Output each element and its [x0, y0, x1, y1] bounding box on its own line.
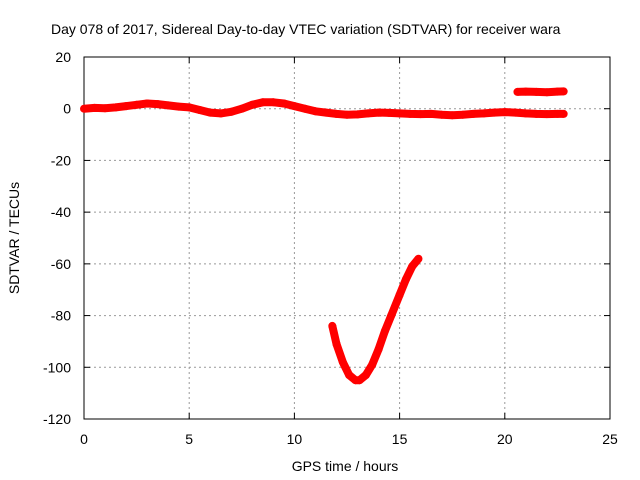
- data-point: [559, 109, 568, 118]
- data-point: [408, 262, 417, 271]
- data-point: [174, 102, 183, 111]
- data-point: [343, 110, 351, 119]
- data-point: [406, 109, 415, 118]
- data-point: [311, 107, 320, 116]
- data-point: [248, 100, 257, 109]
- data-point: [521, 87, 530, 96]
- data-point: [368, 360, 377, 369]
- tick-marks: [83, 56, 611, 420]
- data-point: [542, 110, 551, 119]
- data-point: [300, 104, 309, 113]
- data-point: [227, 107, 236, 116]
- y-tick-label: -60: [51, 256, 71, 272]
- data-point: [269, 98, 278, 107]
- y-tick-label: -40: [51, 204, 71, 220]
- data-point: [448, 111, 457, 120]
- data-point: [559, 87, 568, 96]
- data-point: [153, 100, 162, 109]
- x-axis-label: GPS time / hours: [292, 458, 399, 474]
- data-point: [195, 106, 204, 114]
- data-point: [143, 99, 152, 108]
- data-point: [511, 108, 520, 117]
- data-point: [258, 98, 267, 107]
- data-point: [279, 99, 288, 108]
- data-point: [101, 104, 109, 113]
- y-tick-label: -120: [43, 411, 71, 427]
- data-point: [164, 101, 173, 110]
- data-point: [353, 110, 362, 119]
- data-point: [500, 108, 509, 117]
- series-group: [80, 87, 568, 385]
- data-point: [374, 108, 383, 117]
- data-point: [532, 109, 541, 118]
- data-point: [469, 109, 478, 118]
- data-point: [90, 103, 99, 112]
- data-point: [437, 110, 446, 119]
- plot-frame: [83, 56, 611, 420]
- data-point: [216, 109, 225, 118]
- data-point: [401, 275, 410, 284]
- data-point: [479, 109, 488, 118]
- data-point: [206, 108, 215, 117]
- data-point: [380, 327, 389, 336]
- x-tick-label: 10: [287, 431, 303, 447]
- data-point: [322, 108, 330, 117]
- data-point: [532, 87, 541, 96]
- x-tick-labels: 0 5 10 15 20 25: [80, 431, 618, 447]
- data-point: [542, 88, 551, 97]
- y-tick-label: 0: [63, 101, 71, 117]
- y-axis-label: SDTVAR / TECUs: [6, 182, 22, 294]
- data-point: [427, 109, 436, 118]
- data-point: [374, 345, 383, 354]
- data-point: [361, 371, 370, 379]
- data-point: [513, 87, 522, 96]
- data-point: [414, 254, 423, 263]
- y-tick-labels: -120 -100 -80 -60 -40 -20 0 20: [43, 49, 71, 427]
- data-point: [237, 104, 246, 113]
- data-point: [332, 340, 341, 348]
- y-tick-label: -80: [51, 308, 71, 324]
- x-tick-label: 15: [392, 431, 408, 447]
- x-tick-label: 20: [497, 431, 513, 447]
- data-point: [553, 109, 562, 118]
- data-point: [185, 103, 194, 112]
- data-point: [553, 87, 562, 96]
- x-tick-label: 0: [80, 431, 88, 447]
- data-point: [132, 100, 141, 109]
- data-point: [122, 102, 131, 111]
- data-point: [364, 109, 372, 118]
- data-point: [395, 109, 404, 118]
- y-tick-label: -100: [43, 359, 71, 375]
- data-point: [458, 110, 467, 119]
- data-point: [338, 358, 347, 367]
- y-tick-label: 20: [55, 49, 71, 65]
- data-point: [490, 108, 499, 117]
- data-point: [387, 311, 396, 320]
- data-point: [111, 103, 120, 112]
- y-tick-label: -20: [51, 152, 71, 168]
- x-tick-label: 25: [602, 431, 618, 447]
- x-tick-label: 5: [185, 431, 193, 447]
- data-point: [395, 290, 404, 299]
- data-point: [521, 109, 530, 118]
- data-point: [328, 321, 337, 330]
- data-point: [80, 104, 88, 113]
- data-point: [385, 108, 394, 117]
- data-point: [416, 110, 425, 119]
- data-point: [332, 109, 341, 118]
- data-point: [345, 371, 354, 379]
- data-point: [355, 376, 364, 385]
- data-point: [290, 102, 299, 111]
- chart-title: Day 078 of 2017, Sidereal Day-to-day VTE…: [51, 21, 561, 37]
